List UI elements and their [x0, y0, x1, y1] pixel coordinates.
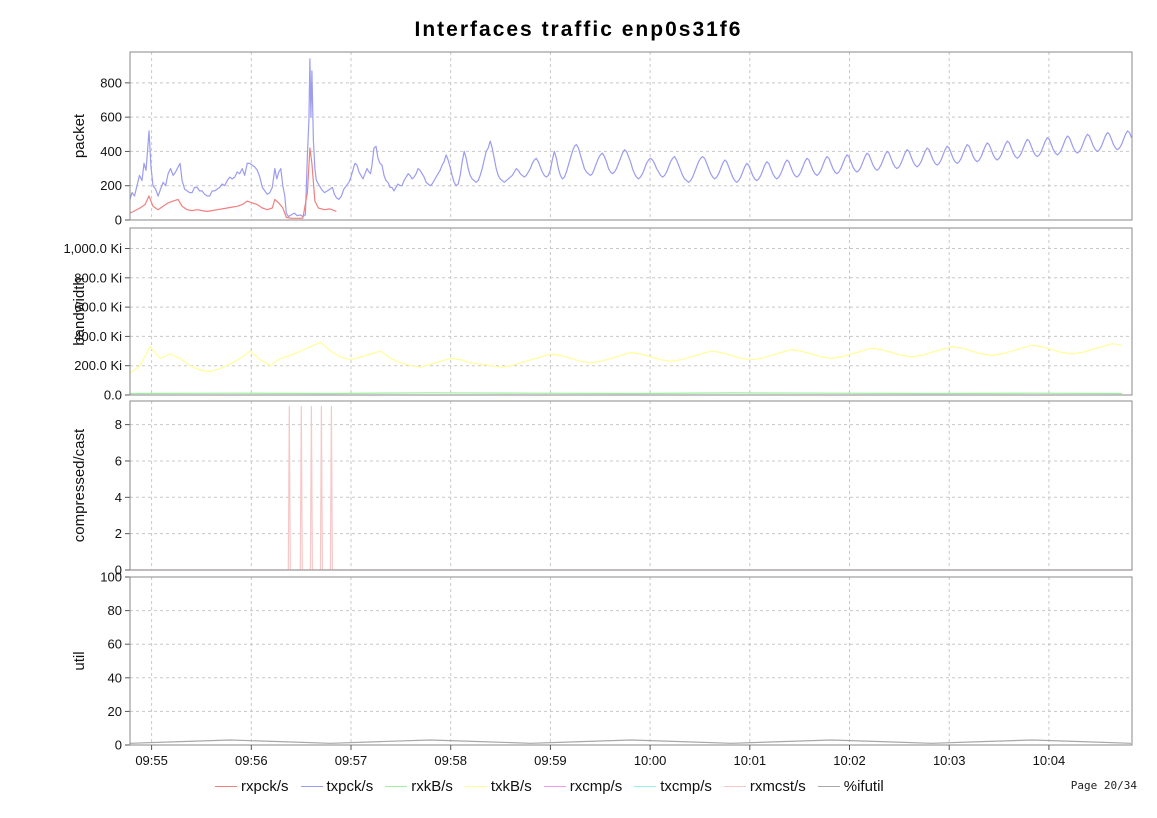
legend-swatch — [634, 785, 657, 787]
y-tick-label: 20 — [108, 704, 122, 719]
y-tick-label: 6 — [115, 453, 122, 468]
y-tick-label: 800.0 Ki — [74, 270, 122, 285]
y-tick-label: 0 — [115, 213, 122, 228]
chart-legend: rxpck/s txpck/s rxkB/s txkB/s rxcmp/s txcmp/s… — [215, 776, 896, 796]
y-tick-label: 8 — [115, 417, 122, 432]
y-tick-label: 2 — [115, 526, 122, 541]
y-tick-label: 200 — [100, 178, 122, 193]
panel-frame — [129, 400, 1133, 571]
legend-item: txkB/s — [464, 777, 532, 795]
y-tick-label: 60 — [108, 637, 122, 652]
legend-swatch — [300, 785, 323, 787]
y-axis-label: compressed/cast — [71, 428, 88, 542]
legend-label: %ifutil — [843, 777, 884, 795]
legend-item: rxcmp/s — [543, 777, 623, 795]
series-line-rxpck-s — [129, 147, 337, 219]
x-tick-label: 09:58 — [434, 753, 467, 768]
panel-frame — [129, 51, 1133, 221]
x-tick-label: 09:59 — [534, 753, 567, 768]
series-line--ifutil — [129, 739, 1132, 744]
panel-background — [130, 52, 1132, 220]
legend-item: %ifutil — [817, 777, 884, 795]
x-tick-label: 09:56 — [235, 753, 268, 768]
x-tick-label: 10:04 — [1033, 753, 1066, 768]
y-tick-label: 40 — [108, 670, 122, 685]
legend-label: txkB/s — [490, 777, 532, 795]
y-tick-label: 100 — [100, 570, 122, 585]
legend-swatch — [464, 785, 487, 787]
y-tick-label: 0 — [115, 738, 122, 753]
x-tick-label: 09:57 — [335, 753, 368, 768]
y-tick-label: 600.0 Ki — [74, 300, 122, 315]
legend-label: rxcmp/s — [569, 777, 623, 795]
y-tick-label: 600 — [100, 110, 122, 125]
x-tick-label: 10:00 — [634, 753, 667, 768]
series-line-txpck-s — [129, 58, 1133, 218]
page-indicator: Page 20/34 — [1070, 779, 1137, 792]
legend-item: rxmcst/s — [723, 777, 806, 795]
series-line-rxmcst-s — [130, 405, 1131, 571]
panel-frame — [129, 576, 1133, 746]
legend-label: rxmcst/s — [749, 777, 806, 795]
panel-background — [130, 228, 1132, 395]
y-tick-label: 800 — [100, 75, 122, 90]
legend-item: rxpck/s — [215, 778, 289, 795]
y-tick-label: 0.0 — [104, 388, 122, 403]
x-tick-label: 10:03 — [933, 753, 966, 768]
legend-label: rxkB/s — [411, 777, 453, 795]
y-axis-label: packet — [71, 113, 88, 158]
panel-background — [130, 577, 1132, 745]
panel-background — [130, 401, 1132, 570]
chart-title: Interfaces traffic enp0s31f6 — [414, 18, 743, 41]
y-tick-label: 80 — [108, 603, 122, 618]
y-tick-label: 400 — [100, 144, 122, 159]
legend-item: txpck/s — [300, 777, 374, 795]
x-tick-label: 09:55 — [135, 753, 168, 768]
legend-label: txpck/s — [326, 777, 374, 795]
y-tick-label: 4 — [115, 490, 122, 505]
legend-swatch — [817, 785, 840, 787]
y-tick-label: 400.0 Ki — [74, 329, 122, 344]
legend-swatch — [385, 785, 408, 787]
x-tick-label: 10:02 — [833, 753, 866, 768]
y-tick-label: 1,000.0 Ki — [63, 241, 122, 256]
y-tick-label: 0 — [115, 563, 122, 578]
legend-label: txcmp/s — [660, 777, 712, 795]
series-line-rxkb-s — [129, 392, 1123, 395]
legend-item: rxkB/s — [385, 778, 453, 795]
series-line-txkb-s — [129, 341, 1123, 374]
legend-swatch — [723, 785, 746, 787]
legend-label: rxpck/s — [241, 777, 289, 795]
x-tick-label: 10:01 — [734, 753, 767, 768]
legend-swatch — [543, 785, 566, 787]
y-axis-label: util — [71, 651, 88, 670]
y-tick-label: 200.0 Ki — [74, 358, 122, 373]
y-axis-label: bandwidth — [71, 277, 88, 345]
legend-swatch — [215, 785, 237, 787]
panel-frame — [129, 227, 1133, 396]
legend-item: txcmp/s — [634, 778, 712, 795]
